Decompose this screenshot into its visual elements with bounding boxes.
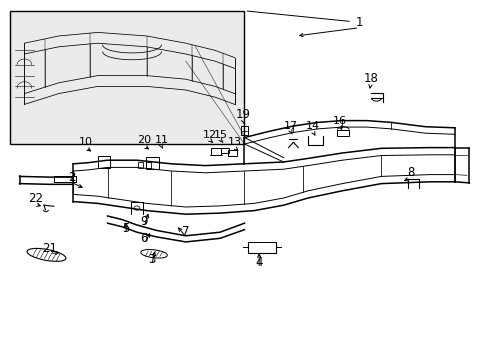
Bar xyxy=(211,148,221,155)
Text: 12: 12 xyxy=(203,130,217,140)
Text: 9: 9 xyxy=(140,215,148,228)
Text: 2: 2 xyxy=(68,171,76,184)
Text: 14: 14 xyxy=(305,121,319,131)
Text: 22: 22 xyxy=(28,192,42,205)
Bar xyxy=(337,130,348,136)
Text: 19: 19 xyxy=(235,108,250,121)
Text: 20: 20 xyxy=(137,135,151,145)
Text: 11: 11 xyxy=(154,135,168,145)
Text: 8: 8 xyxy=(406,166,414,179)
Text: 6: 6 xyxy=(140,232,148,245)
Text: 7: 7 xyxy=(182,225,189,238)
Text: 3: 3 xyxy=(147,253,155,266)
Bar xyxy=(10,11,244,144)
Text: 4: 4 xyxy=(255,256,263,269)
Text: 18: 18 xyxy=(363,72,377,85)
Bar xyxy=(227,150,236,156)
Text: 21: 21 xyxy=(42,242,57,255)
Text: 13: 13 xyxy=(227,137,241,147)
Text: 10: 10 xyxy=(79,137,92,147)
Bar xyxy=(240,126,248,135)
Text: 16: 16 xyxy=(332,116,346,126)
Bar xyxy=(145,162,150,168)
Text: 17: 17 xyxy=(284,121,297,131)
Bar xyxy=(221,148,228,153)
Text: 15: 15 xyxy=(214,130,227,140)
Text: 5: 5 xyxy=(122,222,130,235)
Bar xyxy=(138,162,142,168)
Text: 1: 1 xyxy=(355,16,363,29)
